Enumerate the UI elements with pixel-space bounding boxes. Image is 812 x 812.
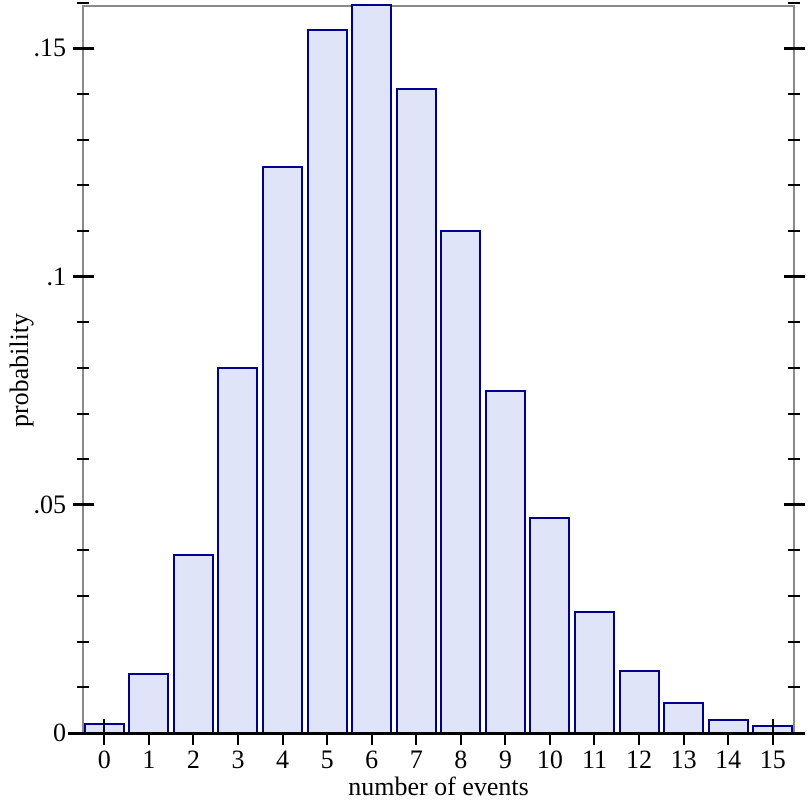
y-major-tick-right-0.15 xyxy=(783,46,805,50)
x-tick-label-7: 7 xyxy=(409,745,423,774)
y-major-tick-left-0.1 xyxy=(72,275,94,279)
x-axis-title: number of events xyxy=(348,772,529,801)
y-minor-tick-right-0.13 xyxy=(788,138,800,141)
y-tick-label-.15: .15 xyxy=(33,33,67,63)
y-minor-tick-right-0.12 xyxy=(788,184,800,187)
y-minor-tick-left-0.08 xyxy=(77,366,89,369)
y-major-tick-right-0.05 xyxy=(783,503,805,507)
bar-10 xyxy=(529,517,571,734)
bar-2 xyxy=(172,554,214,734)
bar-6 xyxy=(351,4,393,734)
x-tick-label-6: 6 xyxy=(365,745,379,774)
x-tick-label-0: 0 xyxy=(97,745,111,774)
y-minor-tick-left-0.09 xyxy=(77,321,89,324)
x-axis-baseline xyxy=(68,732,800,735)
y-minor-tick-left-0.04 xyxy=(77,549,89,552)
x-tick-label-5: 5 xyxy=(320,745,334,774)
x-tick-label-4: 4 xyxy=(276,745,290,774)
x-tick-label-12: 12 xyxy=(626,745,653,774)
y-minor-tick-left-0.01 xyxy=(77,686,89,689)
x-tick-label-15: 15 xyxy=(759,745,786,774)
y-axis-right xyxy=(793,5,795,733)
y-minor-tick-right-0.08 xyxy=(788,366,800,369)
x-tick-label-9: 9 xyxy=(498,745,512,774)
chart-plot-area: 0 1 2 3 4 5 6 7 8 9 10 11 12 13 14 15 xyxy=(68,1,805,774)
y-minor-tick-left-0.02 xyxy=(77,640,89,643)
y-minor-tick-left-0.16 xyxy=(77,1,89,4)
bar-1 xyxy=(128,672,170,734)
x-tick-label-10: 10 xyxy=(536,745,563,774)
x-tick-label-1: 1 xyxy=(142,745,156,774)
y-minor-tick-left-0.03 xyxy=(77,595,89,598)
y-major-tick-left-0.05 xyxy=(72,503,94,507)
y-tick-label-.05: .05 xyxy=(33,489,67,519)
x-tick-label-8: 8 xyxy=(454,745,468,774)
bar-8 xyxy=(440,229,482,734)
y-tick-label-0: 0 xyxy=(53,718,66,747)
y-major-tick-right-0.1 xyxy=(783,275,805,279)
bar-5 xyxy=(306,29,348,734)
y-major-tick-right-0 xyxy=(783,731,805,735)
y-minor-tick-left-0.14 xyxy=(77,93,89,95)
y-minor-tick-right-0.07 xyxy=(788,412,800,415)
bar-13 xyxy=(663,702,705,734)
y-major-tick-left-0 xyxy=(72,731,94,735)
y-minor-tick-right-0.01 xyxy=(788,686,800,689)
y-minor-tick-right-0.14 xyxy=(788,93,800,95)
x-tick-label-13: 13 xyxy=(670,745,697,774)
bar-12 xyxy=(618,670,660,734)
plot-frame-top xyxy=(82,5,795,7)
bar-3 xyxy=(217,366,259,734)
bar-7 xyxy=(395,88,437,734)
y-minor-tick-right-0.16 xyxy=(788,1,800,4)
y-minor-tick-right-0.06 xyxy=(788,458,800,461)
y-minor-tick-right-0.11 xyxy=(788,229,800,232)
x-tick-label-2: 2 xyxy=(186,745,200,774)
bar-11 xyxy=(573,611,615,734)
bar-4 xyxy=(262,166,304,734)
x-tick-label-14: 14 xyxy=(715,745,742,774)
y-axis-title: probability xyxy=(5,312,34,428)
x-tick-label-3: 3 xyxy=(231,745,245,774)
y-minor-tick-left-0.12 xyxy=(77,184,89,187)
y-minor-tick-left-0.07 xyxy=(77,412,89,415)
y-tick-label-.1: .1 xyxy=(46,261,67,291)
y-minor-tick-right-0.09 xyxy=(788,321,800,324)
y-axis-left xyxy=(82,5,84,733)
bar-9 xyxy=(484,389,526,734)
y-minor-tick-right-0.03 xyxy=(788,595,800,598)
x-tick-label-11: 11 xyxy=(581,745,607,774)
y-minor-tick-left-0.06 xyxy=(77,458,89,461)
y-major-tick-left-0.15 xyxy=(72,46,94,50)
y-minor-tick-left-0.11 xyxy=(77,229,89,232)
y-minor-tick-right-0.02 xyxy=(788,640,800,643)
y-minor-tick-left-0.13 xyxy=(77,138,89,141)
y-minor-tick-right-0.04 xyxy=(788,549,800,552)
